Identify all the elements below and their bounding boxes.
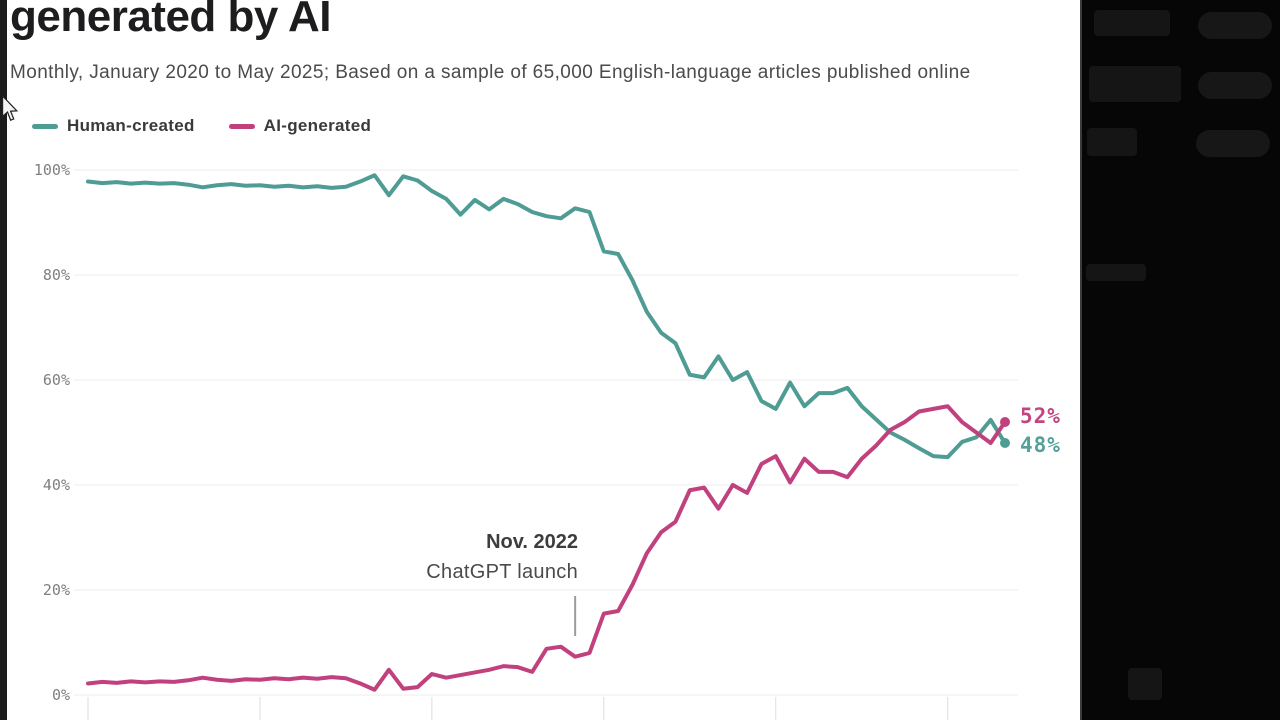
- pill-button[interactable]: [1198, 12, 1272, 39]
- chart-subtitle: Monthly, January 2020 to May 2025; Based…: [10, 62, 971, 83]
- annotation-date: Nov. 2022: [486, 531, 578, 553]
- end-label-ai: 52%: [1020, 404, 1061, 428]
- ai-line-swatch-icon: [228, 123, 255, 129]
- y-axis-label: 0%: [51, 686, 70, 704]
- page-title: generated by AI: [10, 0, 331, 41]
- dimmed-text-block: [1094, 10, 1170, 36]
- annotation-event: ChatGPT launch: [426, 561, 578, 583]
- end-label-human: 48%: [1020, 433, 1061, 457]
- dimmed-text-block: [1087, 128, 1137, 156]
- y-axis-label: 40%: [42, 476, 70, 494]
- pill-button[interactable]: [1198, 72, 1272, 99]
- y-axis-label: 20%: [42, 581, 70, 599]
- video-overlay-panel: [1080, 0, 1280, 720]
- legend-label-ai: AI-generated: [263, 116, 372, 135]
- y-axis-label: 80%: [42, 266, 70, 284]
- chart-legend: Human-created AI-generated: [32, 115, 405, 137]
- y-axis-label: 60%: [42, 371, 70, 389]
- dimmed-text-block: [1089, 66, 1181, 102]
- line-chart: [74, 169, 1018, 720]
- pill-button[interactable]: [1196, 130, 1270, 157]
- legend-item-ai: AI-generated: [228, 116, 372, 136]
- legend-item-human: Human-created: [32, 116, 195, 136]
- series-line-human-created: [86, 173, 1007, 460]
- y-axis-label: 100%: [33, 161, 70, 179]
- legend-label-human: Human-created: [67, 116, 195, 135]
- end-dot-ai-generated: [1000, 417, 1010, 427]
- end-dot-human-created: [1000, 438, 1010, 448]
- panel-divider: [1080, 0, 1082, 720]
- dimmed-text-block: [1128, 668, 1162, 700]
- human-line-swatch-icon: [32, 123, 58, 129]
- dimmed-text-block: [1086, 264, 1146, 281]
- left-edge-bar: [0, 0, 7, 720]
- mouse-cursor-icon: [1, 96, 19, 121]
